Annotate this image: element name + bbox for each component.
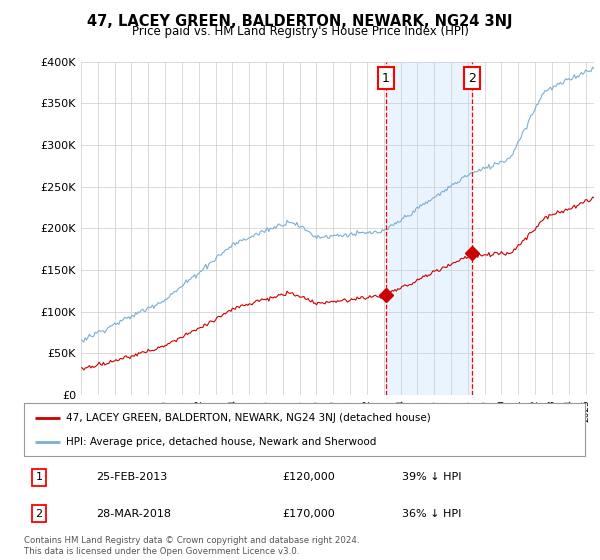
Text: 2: 2 [468,72,476,85]
Text: 28-MAR-2018: 28-MAR-2018 [96,509,171,519]
Text: Price paid vs. HM Land Registry's House Price Index (HPI): Price paid vs. HM Land Registry's House … [131,25,469,38]
Text: 1: 1 [35,473,43,482]
Text: 36% ↓ HPI: 36% ↓ HPI [402,509,461,519]
Text: 1: 1 [382,72,390,85]
Text: 2: 2 [35,509,43,519]
Text: 47, LACEY GREEN, BALDERTON, NEWARK, NG24 3NJ: 47, LACEY GREEN, BALDERTON, NEWARK, NG24… [87,14,513,29]
Text: £170,000: £170,000 [282,509,335,519]
Text: 47, LACEY GREEN, BALDERTON, NEWARK, NG24 3NJ (detached house): 47, LACEY GREEN, BALDERTON, NEWARK, NG24… [66,413,431,423]
Text: £120,000: £120,000 [282,473,335,482]
Text: Contains HM Land Registry data © Crown copyright and database right 2024.
This d: Contains HM Land Registry data © Crown c… [24,536,359,556]
Text: 25-FEB-2013: 25-FEB-2013 [96,473,167,482]
Bar [386,62,472,395]
Text: 39% ↓ HPI: 39% ↓ HPI [402,473,461,482]
Text: HPI: Average price, detached house, Newark and Sherwood: HPI: Average price, detached house, Newa… [66,437,376,447]
